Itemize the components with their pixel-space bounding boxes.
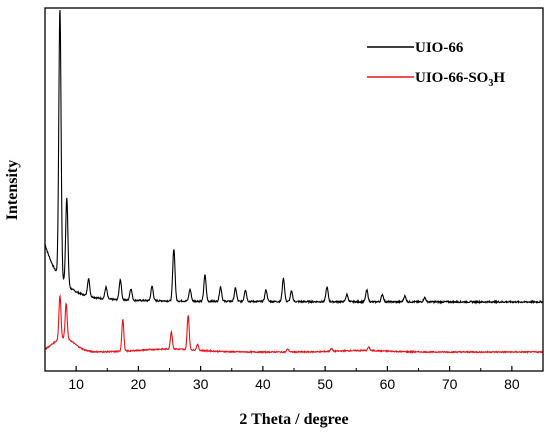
x-tick-label: 60 bbox=[380, 376, 396, 392]
series-line-uio-66 bbox=[44, 9, 543, 305]
x-tick-label: 70 bbox=[442, 376, 458, 392]
x-tick-label: 10 bbox=[68, 376, 84, 392]
y-axis-title: Intensity bbox=[4, 160, 21, 220]
x-tick-label: 40 bbox=[255, 376, 271, 392]
legend-label-uio-66-so3h: UIO-66-SO3H bbox=[415, 70, 505, 89]
x-tick-label: 50 bbox=[317, 376, 333, 392]
legend: UIO-66 UIO-66-SO3H bbox=[367, 40, 505, 89]
plot-frame bbox=[44, 7, 544, 372]
x-axis-title: 2 Theta / degree bbox=[239, 411, 348, 428]
series-layer bbox=[44, 9, 543, 355]
legend-label-main: UIO-66-SO bbox=[415, 70, 488, 86]
x-tick-label: 30 bbox=[193, 376, 209, 392]
x-tick-label: 80 bbox=[504, 376, 520, 392]
legend-label-subscript: 3 bbox=[488, 78, 493, 89]
x-tick-label: 20 bbox=[131, 376, 147, 392]
series-line-uio-66-so3h bbox=[44, 294, 543, 355]
legend-label-end: H bbox=[493, 70, 505, 86]
x-axis: 10 20 30 40 50 60 70 80 bbox=[44, 366, 544, 392]
legend-label-uio-66: UIO-66 bbox=[415, 40, 464, 56]
